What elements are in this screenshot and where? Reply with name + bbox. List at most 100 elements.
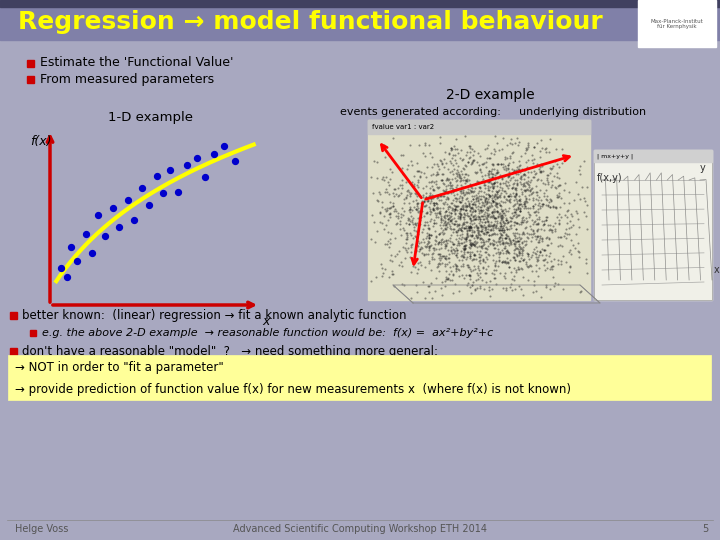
Point — [463, 224, 474, 232]
Point — [410, 255, 422, 264]
Point — [451, 159, 462, 168]
Point — [525, 253, 536, 261]
Point — [516, 245, 528, 253]
Point — [433, 206, 445, 215]
Point — [464, 271, 476, 280]
Point — [574, 287, 585, 296]
Point — [474, 202, 486, 211]
Point — [451, 262, 463, 271]
Point — [406, 178, 418, 186]
Bar — [594, 150, 712, 300]
Point — [492, 165, 503, 174]
Point — [551, 213, 562, 221]
Point — [542, 221, 554, 230]
Point — [480, 158, 492, 167]
Text: better known:  (linear) regression → fit a known analytic function: better known: (linear) regression → fit … — [22, 308, 407, 321]
Point — [551, 168, 562, 177]
Point — [464, 240, 476, 248]
Bar — [594, 150, 712, 162]
Point — [474, 284, 486, 292]
Point — [480, 244, 491, 253]
Point — [489, 179, 500, 187]
Point — [452, 238, 464, 247]
Point — [442, 275, 454, 284]
Point — [444, 262, 456, 271]
Point — [483, 201, 495, 210]
Point — [430, 199, 441, 207]
Point — [483, 177, 495, 186]
Point — [495, 225, 506, 234]
Point — [510, 184, 522, 192]
Point — [516, 189, 528, 198]
Point — [515, 219, 526, 228]
Point — [394, 217, 405, 225]
Point — [440, 254, 451, 263]
Text: fvalue var1 : var2: fvalue var1 : var2 — [372, 124, 434, 130]
Point — [551, 159, 562, 168]
Point — [440, 220, 451, 229]
Point — [447, 240, 459, 248]
Point — [462, 230, 473, 239]
Point — [413, 246, 425, 255]
Point — [546, 226, 557, 234]
Point — [541, 176, 553, 184]
Point — [482, 206, 493, 214]
Point — [460, 235, 472, 244]
Point — [463, 225, 474, 234]
Point — [434, 190, 446, 198]
Point — [509, 191, 521, 200]
Point — [509, 184, 521, 193]
Point — [460, 162, 472, 171]
Point — [458, 218, 469, 226]
Point — [473, 199, 485, 208]
Point — [432, 204, 444, 212]
Point — [517, 218, 528, 226]
Point — [468, 250, 480, 259]
Point — [432, 170, 444, 179]
Point — [564, 245, 576, 254]
Point — [448, 219, 459, 228]
Point — [454, 204, 466, 213]
Point — [461, 224, 472, 233]
Point — [568, 195, 580, 204]
Point — [488, 182, 500, 191]
Point — [489, 207, 500, 215]
Point — [494, 268, 505, 277]
Text: | mx+y+y |: | mx+y+y | — [597, 153, 633, 159]
Point — [435, 210, 446, 218]
Point — [444, 157, 456, 165]
Point — [390, 234, 401, 242]
Point — [442, 218, 454, 227]
Point — [522, 179, 534, 188]
Point — [482, 249, 493, 258]
Text: 5: 5 — [702, 524, 708, 534]
Point — [554, 202, 566, 211]
Point — [418, 198, 430, 206]
Point — [438, 213, 450, 222]
Point — [451, 228, 462, 237]
Point — [508, 218, 520, 226]
Point — [478, 202, 490, 211]
Point — [469, 242, 481, 251]
Point — [528, 207, 539, 216]
Point — [582, 182, 593, 191]
Point — [560, 224, 572, 233]
Point — [375, 260, 387, 268]
Point — [409, 231, 420, 240]
Point — [399, 254, 410, 262]
Point — [460, 241, 472, 249]
Point — [467, 266, 479, 274]
Point — [436, 278, 448, 287]
Point — [444, 179, 456, 188]
Point — [456, 204, 467, 213]
Point — [474, 249, 485, 258]
Point — [506, 274, 518, 283]
Point — [426, 249, 438, 258]
Point — [512, 134, 523, 143]
Point — [484, 225, 495, 234]
Point — [453, 239, 464, 247]
Point — [413, 140, 425, 149]
Point — [405, 217, 416, 225]
Point — [487, 160, 499, 168]
Point — [423, 232, 435, 241]
